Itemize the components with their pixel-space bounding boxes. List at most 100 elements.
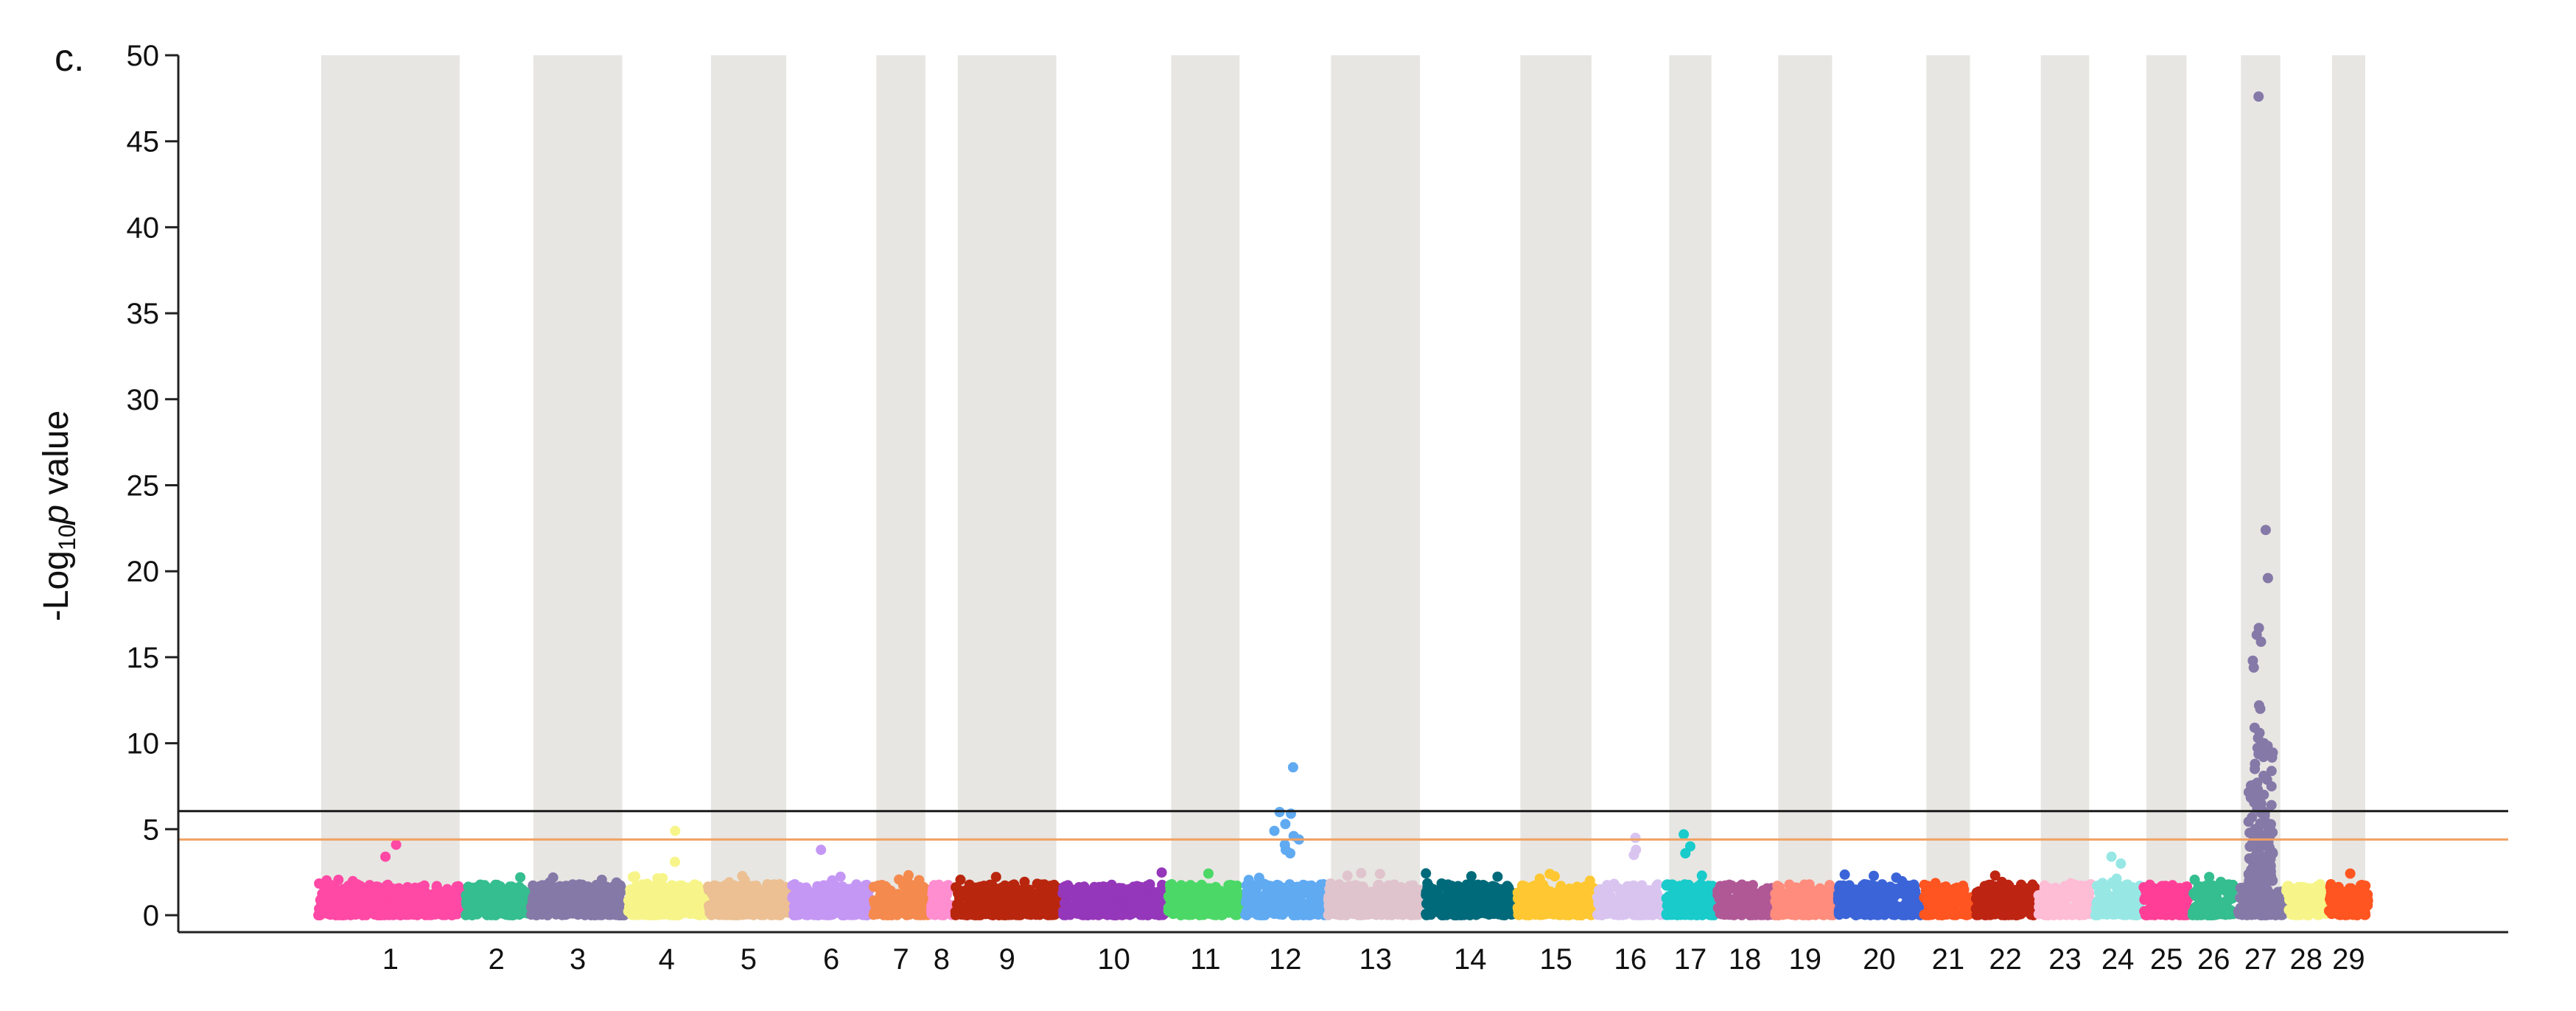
- snp-point: [910, 890, 921, 901]
- snp-point: [875, 886, 886, 897]
- snp-point: [466, 909, 477, 920]
- snp-point: [1163, 891, 1174, 902]
- snp-point: [1288, 881, 1299, 892]
- band-chr-29: [2331, 55, 2365, 915]
- snp-point: [382, 879, 393, 890]
- snp-point: [952, 909, 963, 920]
- snp-point: [1956, 891, 1967, 902]
- snp-point: [709, 909, 720, 920]
- y-axis-title-subscript: 10: [54, 525, 80, 551]
- snp-point: [1816, 909, 1827, 920]
- band-chr-15: [1520, 55, 1592, 915]
- snp-point: [730, 890, 741, 901]
- snp-point: [490, 899, 500, 910]
- snp-point: [1553, 892, 1564, 903]
- snp-point: [336, 900, 347, 912]
- points-chr-11: [1163, 868, 1247, 920]
- snp-point: [1110, 909, 1121, 920]
- snp-point: [811, 895, 822, 906]
- snp-point: [1437, 881, 1448, 892]
- snp-point: [676, 897, 687, 908]
- snp-point: [934, 882, 945, 893]
- chromosome-bands: [321, 55, 2365, 915]
- snp-point: [1063, 889, 1074, 900]
- snp-point: [929, 893, 940, 904]
- snp-point: [681, 888, 692, 899]
- snp-point: [1905, 886, 1916, 898]
- snp-point: [395, 910, 406, 920]
- snp-point: [769, 885, 780, 896]
- snp-point: [1652, 879, 1663, 890]
- snp-point: [1983, 899, 1993, 910]
- points-chr-7: [868, 870, 934, 920]
- snp-point: [507, 889, 518, 900]
- points-chr-1: [313, 839, 468, 920]
- snp-point: [1557, 902, 1568, 913]
- snp-point: [791, 899, 802, 910]
- snp-point: [612, 909, 623, 920]
- snp-point: [575, 898, 586, 909]
- snp-point: [391, 884, 402, 895]
- snp-point: [835, 871, 846, 882]
- snp-point: [738, 908, 749, 919]
- snp-point: [598, 895, 608, 906]
- snp-point: [1308, 888, 1318, 899]
- snp-point: [515, 872, 526, 883]
- snp-point: [627, 872, 638, 883]
- snp-peak-point: [1287, 762, 1298, 773]
- snp-point: [373, 881, 384, 892]
- snp-point: [1747, 909, 1758, 920]
- snp-point: [1374, 868, 1385, 879]
- snp-point: [565, 881, 576, 892]
- snp-point: [544, 899, 555, 910]
- y-axis-title-prefix: -Log: [37, 550, 76, 621]
- snp-point: [1519, 909, 1530, 920]
- snp-point: [791, 909, 802, 920]
- snp-point: [936, 900, 947, 912]
- snp-point: [909, 881, 920, 892]
- snp-point: [431, 881, 442, 892]
- snp-point: [1088, 902, 1099, 913]
- snp-point: [1013, 909, 1024, 920]
- snp-point: [1897, 875, 1908, 886]
- snp-point: [766, 909, 777, 920]
- band-chr-13: [1331, 55, 1421, 915]
- snp-point: [324, 909, 335, 920]
- snp-point: [903, 870, 914, 881]
- snp-point: [1220, 906, 1231, 917]
- snp-point: [1457, 894, 1468, 905]
- snp-point: [1037, 892, 1049, 903]
- snp-point: [402, 882, 413, 892]
- snp-peak-point: [1269, 825, 1280, 836]
- snp-point: [1850, 884, 1861, 895]
- snp-point: [984, 879, 995, 890]
- snp-point: [1970, 903, 1981, 914]
- snp-point: [705, 900, 715, 912]
- band-chr-7: [876, 55, 925, 915]
- snp-point: [641, 895, 652, 906]
- snp-point: [1477, 880, 1488, 890]
- snp-point: [887, 892, 898, 903]
- snp-peak-point: [1680, 848, 1691, 858]
- snp-point: [1751, 889, 1762, 899]
- snp-point: [1251, 904, 1262, 915]
- snp-point: [1155, 898, 1166, 909]
- points-chr-14: [1421, 868, 1519, 920]
- snp-point: [897, 901, 909, 912]
- snp-peak-point: [1280, 819, 1291, 830]
- snp-point: [1141, 895, 1152, 906]
- snp-point: [1387, 896, 1398, 907]
- snp-point: [1644, 909, 1655, 920]
- snp-point: [544, 879, 555, 890]
- snp-point: [379, 888, 391, 899]
- snp-point: [687, 895, 697, 906]
- snp-point: [1597, 910, 1607, 920]
- snp-point: [333, 875, 344, 885]
- snp-point: [537, 893, 548, 904]
- snp-point: [1602, 895, 1613, 906]
- snp-point: [514, 883, 525, 893]
- snp-point: [689, 906, 700, 917]
- snp-peak-point: [670, 825, 681, 836]
- snp-point: [479, 900, 490, 912]
- snp-point: [1176, 884, 1187, 895]
